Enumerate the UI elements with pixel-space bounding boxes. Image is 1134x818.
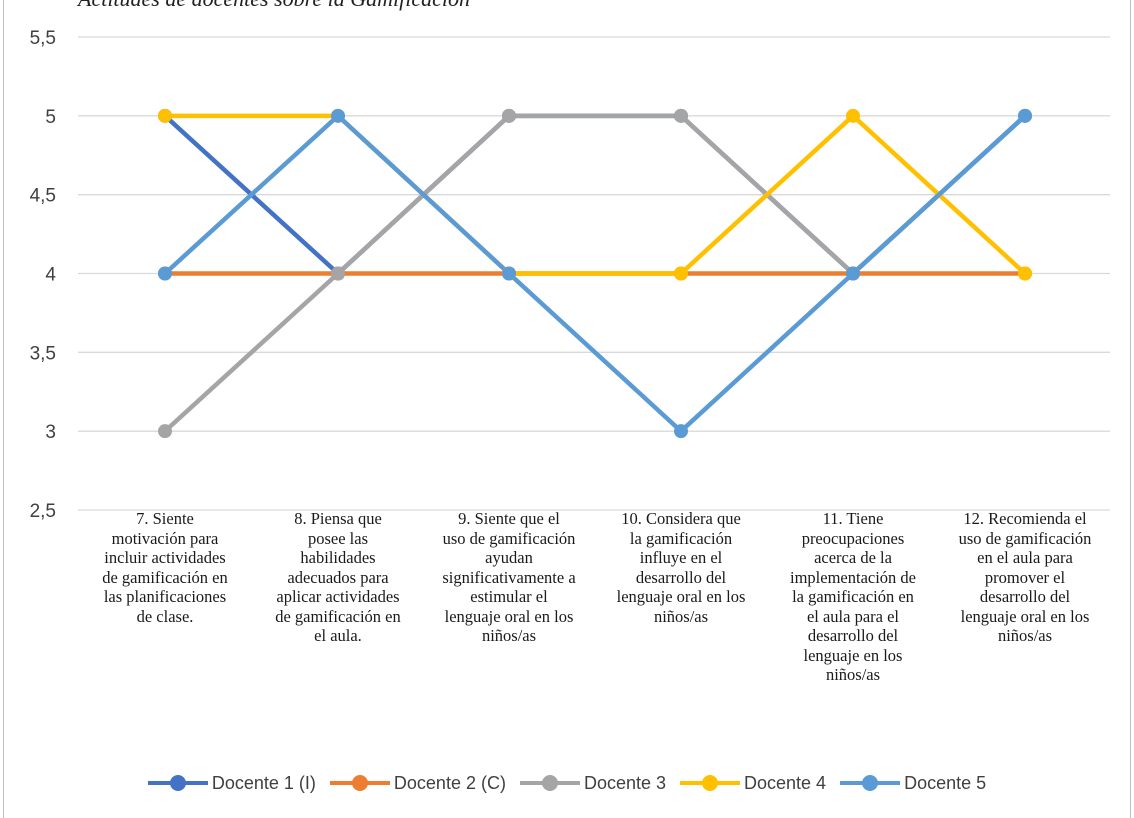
legend-swatch-3 [519, 773, 580, 793]
x-category-label-3: 9. Siente que el uso de gamificación ayu… [442, 509, 576, 645]
y-tick-label: 5,5 [30, 28, 56, 49]
series-5-point-3 [502, 266, 516, 281]
y-tick-label: 4 [45, 265, 56, 286]
y-tick-label: 4,5 [30, 186, 56, 207]
legend-item-2: Docente 2 (C) [329, 772, 506, 794]
series-3-point-4 [674, 108, 688, 123]
x-category-label-6: 12. Recomienda el uso de gamificación en… [958, 509, 1092, 645]
legend-item-3: Docente 3 [519, 772, 667, 794]
series-4-point-1 [158, 108, 172, 123]
series-line-5 [163, 113, 1027, 434]
legend-item-1: Docente 1 (I) [147, 772, 316, 794]
legend-label-1: Docente 1 (I) [211, 772, 316, 793]
series-5-point-1 [158, 266, 172, 281]
legend: Docente 1 (I) Docente 2 (C) Docente 3 Docen… [0, 768, 1134, 798]
x-category-label-5: 11. Tiene preocupaciones acerca de la im… [790, 509, 916, 684]
series-3-point-3 [502, 108, 516, 123]
y-tick-label: 5 [45, 107, 56, 128]
legend-label-2: Docente 2 (C) [393, 772, 506, 793]
x-category-label-1: 7. Siente motivación para incluir activi… [102, 509, 228, 626]
y-tick-label: 2,5 [30, 501, 56, 522]
y-axis-ticks: 2,5 3 3,5 4 4,5 5 5,5 [30, 28, 57, 522]
chart-caption: Actitudes de docentes sobre la Gamificac… [78, 0, 470, 12]
series-4-point-6 [1018, 266, 1032, 281]
legend-swatch-1 [147, 773, 208, 793]
y-tick-label: 3,5 [30, 343, 56, 364]
y-tick-label: 3 [45, 422, 56, 443]
frame-border-left [3, 0, 4, 818]
x-category-label-2: 8. Piensa que posee las habilidades adec… [275, 509, 401, 645]
series-5-point-4 [674, 424, 688, 439]
series-5-point-2 [331, 108, 345, 123]
series-5-point-5 [846, 266, 860, 281]
legend-item-5: Docente 5 [840, 773, 986, 794]
legend-swatch-5 [840, 773, 901, 793]
legend-item-4: Docente 4 [680, 773, 826, 794]
series-3-point-2 [331, 266, 345, 281]
legend-label-5: Docente 5 [904, 772, 987, 793]
series-markers [158, 108, 1032, 439]
legend-swatch-4 [680, 773, 741, 793]
legend-swatch-2 [329, 773, 390, 793]
legend-label-4: Docente 4 [744, 772, 827, 793]
legend-label-3: Docente 3 [583, 772, 667, 793]
series-3-point-1 [158, 424, 172, 439]
series-4-point-5 [846, 108, 860, 123]
x-category-label-4: 10. Considera que la gamificación influy… [616, 509, 746, 626]
frame-border-right [1130, 0, 1131, 818]
series-lines [163, 113, 1027, 434]
series-4-point-4 [674, 266, 688, 281]
series-5-point-6 [1018, 108, 1032, 123]
series-line-4 [165, 113, 1027, 276]
